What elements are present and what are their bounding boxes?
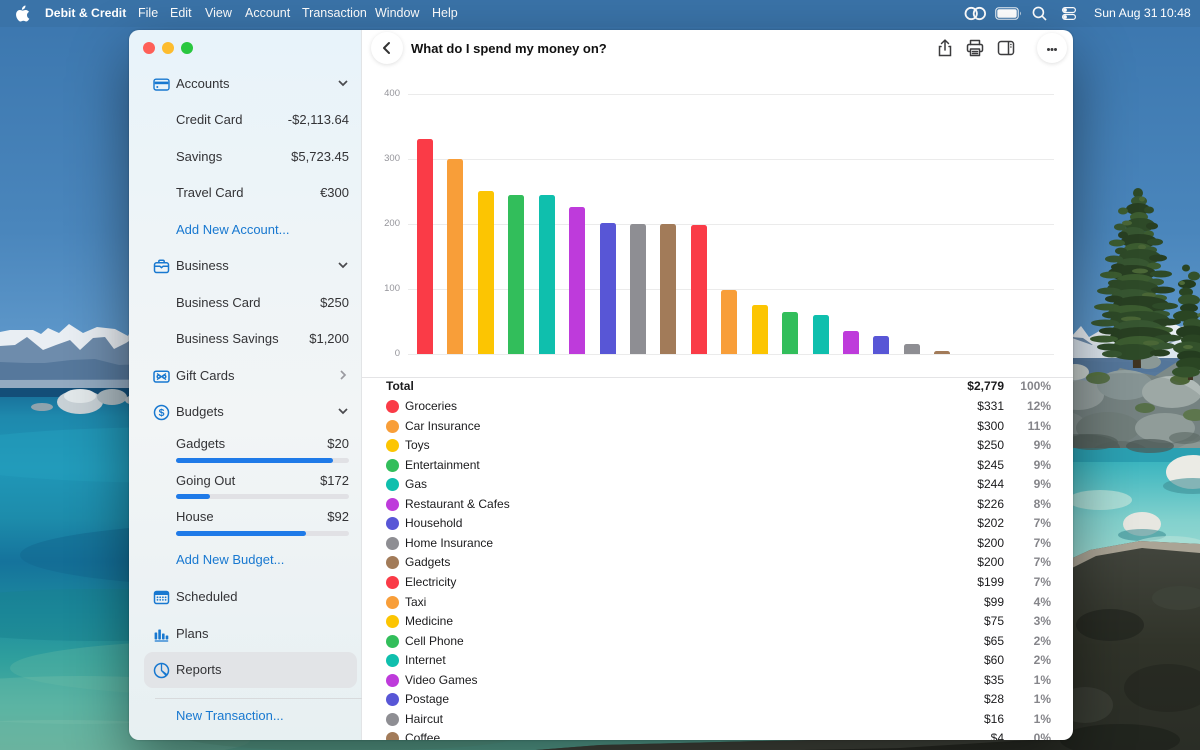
svg-text:$: $	[159, 407, 165, 419]
